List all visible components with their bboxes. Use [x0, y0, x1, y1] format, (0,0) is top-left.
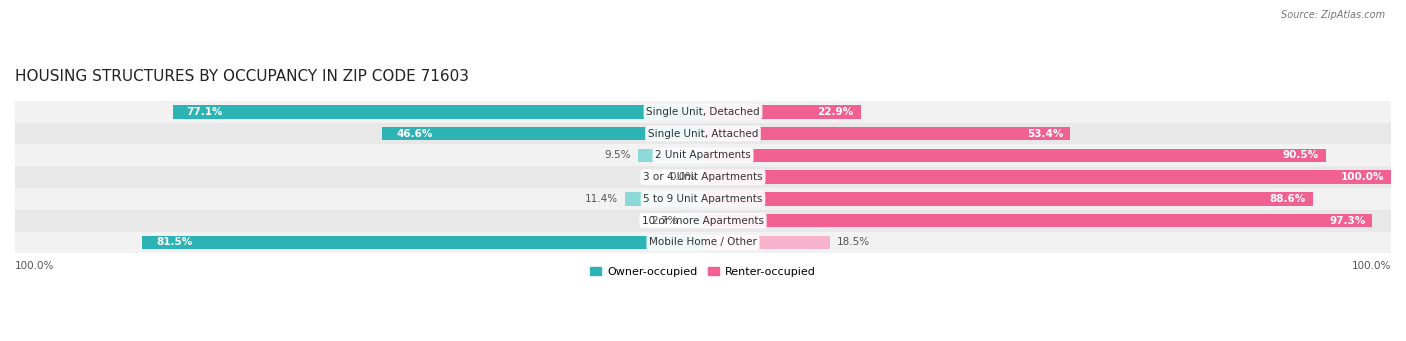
Bar [15, 123, 1391, 145]
Text: 100.0%: 100.0% [15, 261, 55, 271]
Text: 0.0%: 0.0% [669, 172, 696, 182]
Text: 18.5%: 18.5% [837, 237, 870, 248]
Text: 90.5%: 90.5% [1282, 150, 1319, 160]
Text: 100.0%: 100.0% [1351, 261, 1391, 271]
Text: 2 Unit Apartments: 2 Unit Apartments [655, 150, 751, 160]
Bar [703, 192, 1313, 206]
Bar [15, 145, 1391, 166]
Text: 9.5%: 9.5% [605, 150, 631, 160]
Bar [15, 188, 1391, 210]
Text: 77.1%: 77.1% [187, 107, 222, 117]
Bar [173, 105, 703, 119]
Text: 10 or more Apartments: 10 or more Apartments [643, 216, 763, 226]
Bar [15, 210, 1391, 232]
Text: 81.5%: 81.5% [156, 237, 193, 248]
Bar [142, 236, 703, 249]
Text: 97.3%: 97.3% [1329, 216, 1365, 226]
Text: 100.0%: 100.0% [1340, 172, 1384, 182]
Text: Single Unit, Attached: Single Unit, Attached [648, 129, 758, 138]
Text: 88.6%: 88.6% [1270, 194, 1306, 204]
Bar [624, 192, 703, 206]
Text: Source: ZipAtlas.com: Source: ZipAtlas.com [1281, 10, 1385, 20]
Bar [703, 236, 831, 249]
Text: 3 or 4 Unit Apartments: 3 or 4 Unit Apartments [643, 172, 763, 182]
Text: 22.9%: 22.9% [817, 107, 853, 117]
Bar [703, 214, 1372, 227]
Text: 5 to 9 Unit Apartments: 5 to 9 Unit Apartments [644, 194, 762, 204]
Text: 53.4%: 53.4% [1028, 129, 1063, 138]
Text: HOUSING STRUCTURES BY OCCUPANCY IN ZIP CODE 71603: HOUSING STRUCTURES BY OCCUPANCY IN ZIP C… [15, 69, 470, 84]
Bar [15, 232, 1391, 253]
Text: Mobile Home / Other: Mobile Home / Other [650, 237, 756, 248]
Bar [703, 105, 860, 119]
Bar [703, 149, 1326, 162]
Bar [15, 101, 1391, 123]
Bar [703, 170, 1391, 184]
Text: Single Unit, Detached: Single Unit, Detached [647, 107, 759, 117]
Bar [685, 214, 703, 227]
Bar [382, 127, 703, 140]
Bar [703, 127, 1070, 140]
Legend: Owner-occupied, Renter-occupied: Owner-occupied, Renter-occupied [586, 262, 820, 281]
Text: 11.4%: 11.4% [585, 194, 617, 204]
Bar [638, 149, 703, 162]
Text: 2.7%: 2.7% [651, 216, 678, 226]
Text: 46.6%: 46.6% [396, 129, 433, 138]
Bar [15, 166, 1391, 188]
